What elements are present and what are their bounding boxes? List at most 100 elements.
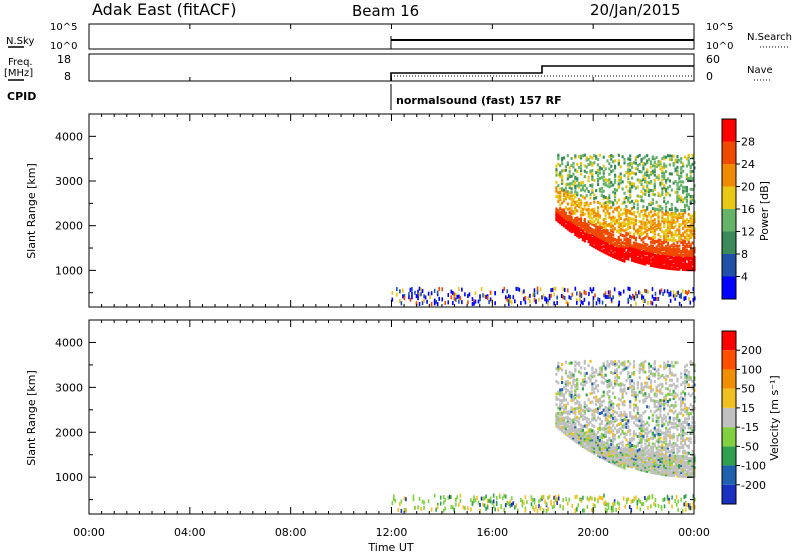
data-cell [659, 228, 662, 232]
data-cell [678, 185, 681, 189]
data-cell [649, 463, 653, 467]
data-cell [653, 401, 656, 405]
data-cell [676, 233, 679, 237]
data-cell [621, 395, 624, 399]
data-cell [632, 444, 636, 448]
data-cell [596, 218, 600, 222]
data-cell [676, 361, 679, 365]
data-cell [595, 223, 598, 227]
data-cell [676, 244, 679, 248]
data-cell [574, 392, 577, 396]
data-cell [672, 418, 675, 422]
data-cell [595, 230, 598, 234]
data-cell [606, 455, 609, 459]
data-cell [623, 435, 626, 439]
data-cell [557, 368, 560, 372]
data-cell [690, 506, 693, 511]
data-cell [625, 438, 628, 442]
data-cell [564, 382, 568, 386]
data-cell [635, 295, 637, 300]
data-cell [602, 182, 605, 186]
data-cell [651, 239, 654, 243]
data-cell [564, 183, 568, 187]
data-cell [653, 455, 656, 459]
data-cell [665, 266, 668, 270]
data-cell [689, 440, 692, 444]
data-cell [608, 406, 611, 410]
data-cell [585, 431, 588, 435]
data-cell [555, 168, 558, 172]
data-cell [574, 434, 577, 438]
data-cell [612, 436, 615, 440]
data-cell [653, 365, 656, 369]
data-cell [653, 187, 656, 191]
data-cell [561, 219, 564, 223]
data-cell [642, 420, 645, 424]
data-cell [630, 449, 634, 453]
data-cell [663, 264, 666, 268]
data-cell [619, 387, 622, 391]
data-cell [646, 381, 649, 385]
data-cell [591, 228, 594, 232]
data-cell [646, 432, 649, 436]
data-cell [638, 243, 641, 247]
data-cell [613, 417, 617, 421]
data-cell [638, 162, 641, 166]
data-cell [691, 405, 694, 409]
data-cell [689, 503, 692, 508]
data-cell [649, 364, 653, 368]
data-cell [529, 299, 531, 304]
data-cell [613, 227, 617, 231]
data-cell [563, 287, 566, 292]
freq-tick-bottom: 8 [64, 70, 71, 83]
data-cell [619, 412, 622, 416]
data-cell [606, 236, 609, 240]
data-cell [683, 410, 687, 414]
data-cell [636, 408, 639, 412]
data-cell [666, 462, 670, 466]
colorbar-swatch [722, 331, 736, 351]
data-cell [638, 169, 641, 173]
data-cell [674, 212, 677, 216]
data-cell [595, 368, 598, 372]
data-cell [674, 400, 677, 404]
data-cell [680, 198, 683, 202]
data-cell [678, 456, 681, 460]
data-cell [642, 424, 645, 428]
data-cell [670, 267, 673, 271]
data-cell [615, 375, 619, 379]
data-cell [409, 287, 412, 292]
data-cell [447, 495, 450, 500]
data-cell [670, 202, 673, 206]
data-cell [638, 419, 641, 423]
data-cell [566, 416, 569, 420]
data-cell [685, 164, 689, 168]
data-cell [600, 167, 603, 171]
data-cell [649, 445, 653, 449]
data-cell [621, 426, 624, 430]
data-cell [619, 411, 622, 415]
data-cell [651, 453, 654, 457]
data-cell [530, 495, 533, 500]
data-cell [685, 185, 689, 189]
data-cell [687, 374, 690, 378]
data-cell [646, 261, 649, 265]
data-cell [651, 250, 654, 254]
data-cell [646, 252, 649, 256]
data-cell [670, 217, 673, 221]
data-cell [678, 418, 681, 422]
data-cell [687, 413, 690, 417]
data-cell [623, 452, 626, 456]
data-cell [676, 160, 679, 164]
data-cell [561, 377, 564, 381]
data-cell [566, 434, 569, 438]
data-cell [615, 429, 619, 433]
data-cell [644, 178, 647, 182]
data-cell [564, 428, 568, 432]
data-cell [642, 187, 645, 191]
data-cell [583, 402, 586, 406]
data-cell [579, 167, 583, 171]
data-cell [629, 414, 632, 418]
data-cell [473, 301, 475, 306]
